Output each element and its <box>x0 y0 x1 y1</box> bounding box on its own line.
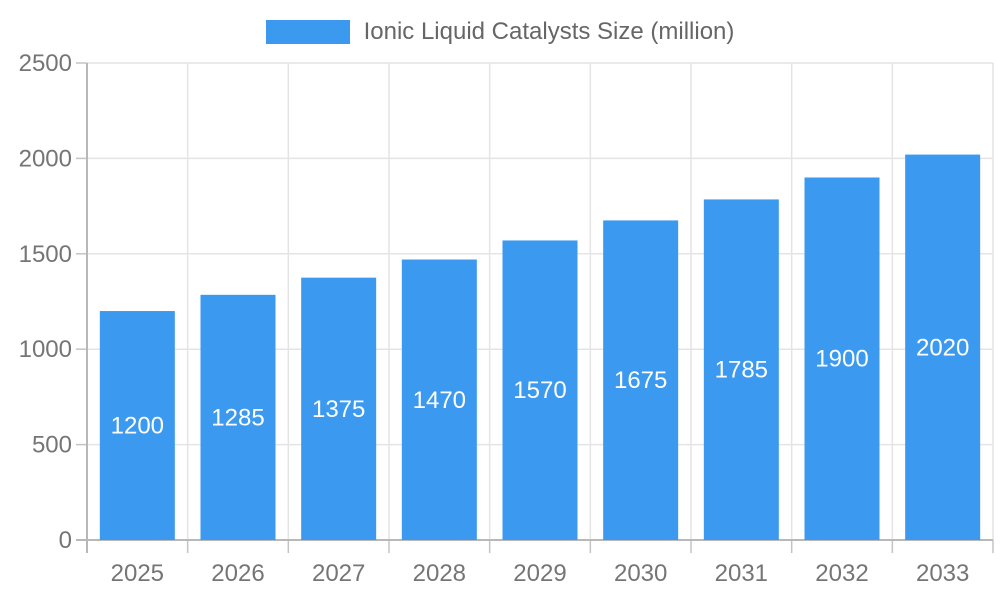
bar-2032[interactable] <box>804 177 880 541</box>
bar-2027[interactable] <box>301 277 377 540</box>
legend-swatch <box>265 20 350 44</box>
x-category-label: 2025 <box>111 560 164 587</box>
y-tick-label: 1000 <box>19 336 72 363</box>
x-category-label: 2030 <box>614 560 667 587</box>
bar-value-label: 1285 <box>211 404 264 431</box>
bar-value-label: 1200 <box>111 413 164 440</box>
bar-2025[interactable] <box>99 311 175 540</box>
bar-2033[interactable] <box>905 154 981 541</box>
y-tick-label: 1500 <box>19 241 72 268</box>
x-category-label: 2033 <box>916 560 969 587</box>
legend-item[interactable]: Ionic Liquid Catalysts Size (million) <box>265 18 735 46</box>
bar-2031[interactable] <box>703 199 779 540</box>
legend-label: Ionic Liquid Catalysts Size (million) <box>363 18 735 45</box>
x-category-label: 2029 <box>513 560 566 587</box>
legend: Ionic Liquid Catalysts Size (million) <box>0 18 1000 46</box>
bar-value-label: 1470 <box>413 387 466 414</box>
bar-value-label: 1900 <box>815 346 868 373</box>
x-category-label: 2027 <box>312 560 365 587</box>
bar-2029[interactable] <box>502 240 578 540</box>
bar-2026[interactable] <box>200 294 276 540</box>
bar-value-label: 1675 <box>614 367 667 394</box>
bar-value-label: 1570 <box>513 377 566 404</box>
y-tick-label: 0 <box>59 527 72 554</box>
bar-value-label: 2020 <box>916 334 969 361</box>
x-category-label: 2026 <box>211 560 264 587</box>
x-category-label: 2031 <box>715 560 768 587</box>
y-tick-label: 500 <box>32 432 72 459</box>
bar-2030[interactable] <box>603 220 679 540</box>
y-tick-label: 2500 <box>19 50 72 77</box>
x-category-label: 2028 <box>413 560 466 587</box>
x-category-label: 2032 <box>815 560 868 587</box>
y-tick-label: 2000 <box>19 145 72 172</box>
bar-value-label: 1785 <box>715 357 768 384</box>
bar-value-label: 1375 <box>312 396 365 423</box>
bar-2028[interactable] <box>401 259 477 540</box>
